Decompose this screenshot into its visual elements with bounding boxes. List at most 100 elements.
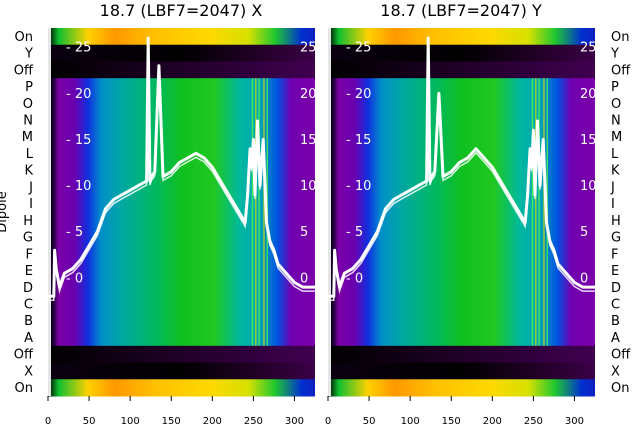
row-label: On [15,30,33,45]
heatmap-row [48,245,315,263]
chart-title: 18.7 (LBF7=2047) X [100,1,263,20]
row-label: J [610,180,615,195]
overlay-tick-right: 10 [300,179,317,194]
heatmap-row [48,278,315,297]
overlay-tick-left: - 15 [346,133,371,148]
x-tick-label: 250 [244,416,263,427]
row-label: H [23,214,33,229]
row-label: X [611,364,620,379]
heatmap-streak [251,78,254,346]
x-tick-label: 100 [121,416,140,427]
row-label: H [611,214,621,229]
heatmap-row [48,295,315,313]
row-label: F [611,247,618,262]
overlay-tick-right: 5 [580,225,588,240]
row-label: O [23,97,33,112]
overlay-tick-left: - 0 [66,271,83,286]
overlay-tick-right: 0 [580,271,588,286]
overlay-tick-right: 20 [580,87,597,102]
overlay-tick-right: 20 [300,87,317,102]
heatmap-row [48,161,315,180]
overlay-tick-right: 10 [580,179,597,194]
heatmap-row [48,111,315,129]
row-label: X [24,364,33,379]
row-label: N [23,114,33,129]
x-tick-label: 300 [565,416,584,427]
x-tick-label: 0 [45,416,51,427]
row-label: P [611,80,619,95]
overlay-tick-right: 25 [300,41,317,56]
row-label: Y [610,47,619,62]
row-label: I [611,197,615,212]
heatmap-edge [48,28,51,396]
heatmap-row [328,161,595,180]
row-label: E [611,264,619,279]
heatmap-row [48,262,315,280]
x-tick-label: 100 [401,416,420,427]
overlay-tick-left: - 25 [66,41,91,56]
heatmap-row [328,61,595,79]
heatmap-streak [538,78,540,346]
heatmap-row [328,28,595,46]
heatmap-streak [531,78,534,346]
row-label: C [611,298,620,313]
heatmap-row [328,212,595,230]
row-label: Off [14,348,34,363]
row-label: G [23,231,33,246]
row-label: N [611,114,621,129]
heatmap-row [328,329,595,347]
heatmap-row [48,312,315,330]
heatmap-row [328,295,595,313]
row-label: F [26,247,33,262]
heatmap-edge [328,28,331,396]
row-label: Off [14,63,34,78]
overlay-tick-left: - 10 [66,179,91,194]
heatmap-row [48,195,315,213]
x-tick-label: 0 [325,416,331,427]
row-label: K [24,164,33,179]
row-label: B [611,314,620,329]
row-label: C [24,298,33,313]
x-tick-label: 200 [483,416,502,427]
heatmap-row [48,329,315,347]
heatmap-row [328,345,595,364]
chart-title: 18.7 (LBF7=2047) Y [380,1,542,20]
overlay-tick-left: - 25 [346,41,371,56]
heatmap-row [48,94,315,113]
row-label: M [22,130,33,145]
heatmap-row [48,44,315,62]
panel-y: 18.7 (LBF7=2047) YOnYOffPONMLKJIHGFEDCBA… [325,1,631,427]
heatmap-row [328,312,595,330]
overlay-tick-left: - 20 [66,87,91,102]
heatmap-row [48,362,315,380]
heatmap-streak [258,78,260,346]
overlay-tick-right: 5 [300,225,308,240]
heatmap-row [328,362,595,380]
row-label: P [25,80,33,95]
heatmap-row [328,262,595,280]
row-label: D [611,281,621,296]
x-tick-label: 250 [524,416,543,427]
overlay-tick-left: - 20 [346,87,371,102]
overlay-line-secondary [328,41,595,302]
row-label: Off [611,348,631,363]
heatmap-streak [535,78,537,346]
heatmap-row [328,94,595,113]
overlay-tick-left: - 10 [346,179,371,194]
row-label: L [26,147,34,162]
heatmap-row [48,28,315,46]
row-label: L [611,147,619,162]
heatmap-row [328,278,595,297]
heatmap-row [328,379,595,397]
overlay-tick-left: - 5 [346,225,363,240]
overlay-tick-right: 25 [580,41,597,56]
heatmap-streak [543,78,545,346]
x-tick-label: 200 [203,416,222,427]
heatmap-row [48,379,315,397]
heatmap-row [328,128,595,146]
heatmap-row [48,345,315,364]
heatmap-row [48,78,315,96]
x-tick-label: 300 [285,416,304,427]
row-label: Y [24,47,33,62]
